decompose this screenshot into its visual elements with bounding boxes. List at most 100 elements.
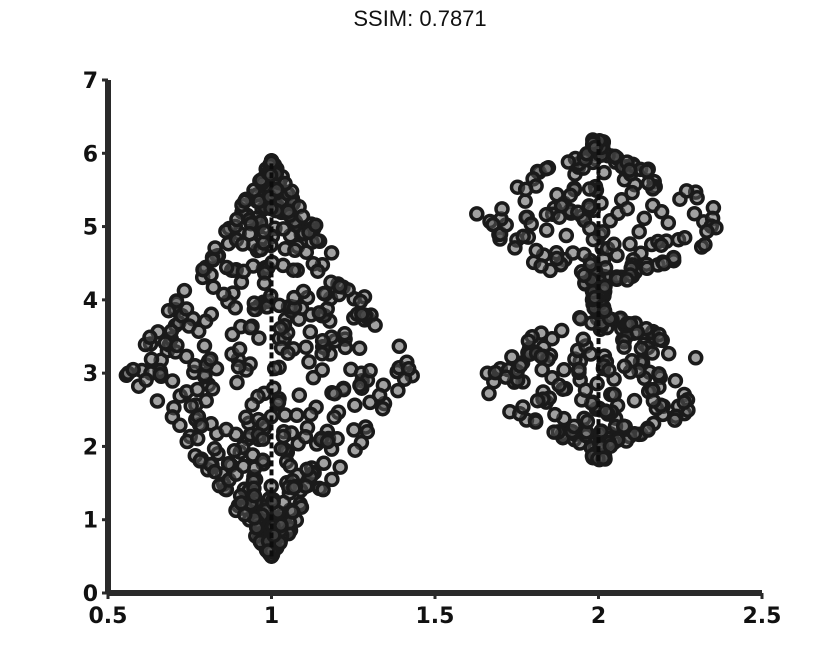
data-point [547,406,563,423]
data-point [639,260,655,277]
data-point [316,285,332,302]
data-point [553,197,570,214]
data-point [297,428,314,445]
data-point [494,201,510,217]
data-point [337,339,354,356]
data-point [529,392,546,409]
data-point [597,403,614,419]
data-point [272,320,289,337]
data-point [285,262,302,278]
x-tick-label: 0.5 [89,604,128,629]
data-point [294,208,311,225]
data-point [255,452,271,468]
data-point [636,210,653,227]
data-point [196,338,213,354]
data-point [207,463,223,480]
data-point [527,414,544,430]
data-point [699,223,715,240]
data-point [579,413,596,430]
data-point [656,255,672,272]
data-point [176,282,193,299]
data-point [238,409,254,426]
data-point [229,211,245,228]
data-point [374,400,391,417]
data-point [336,326,353,342]
data-point [164,373,181,389]
data-point [172,417,188,434]
y-tick-label: 2 [83,435,98,460]
data-point [299,461,315,478]
data-point [616,358,633,375]
data-point [553,322,570,339]
data-point [571,361,587,378]
data-point [241,225,258,242]
data-point [651,366,667,382]
data-point [227,300,243,316]
x-tick-label: 1.5 [416,604,455,629]
data-point [667,412,683,428]
data-point [229,374,245,391]
data-point [485,216,501,233]
data-point [697,236,713,253]
data-point [487,364,504,381]
data-point [237,193,253,209]
data-point [512,357,529,374]
data-point [138,372,154,388]
data-point [316,455,332,472]
data-point [597,278,613,295]
data-point [549,250,565,267]
data-point [189,430,206,447]
data-point [354,306,370,323]
data-point [190,323,207,340]
data-point [244,396,260,413]
data-point [624,184,640,201]
data-point [152,366,168,383]
data-point [582,346,599,362]
data-point [218,421,234,438]
data-point [282,458,299,474]
data-point [575,331,591,348]
x-tick-label: 1 [264,604,279,629]
data-point [202,351,219,367]
y-tick-label: 5 [83,216,98,241]
data-point [301,354,317,370]
data-point [286,480,302,496]
data-point [291,387,308,403]
data-point [246,488,263,504]
data-point [538,160,555,177]
data-point [192,453,208,469]
data-point [189,381,206,398]
data-point [629,324,646,340]
data-point [246,295,263,311]
data-point [224,326,241,343]
data-point [226,442,243,459]
data-point [653,237,670,253]
data-point [237,507,253,523]
data-point [235,458,252,474]
data-point [517,181,534,198]
data-point [285,504,301,520]
data-point [687,350,704,366]
data-point [310,263,326,279]
data-point [231,341,248,357]
data-point [626,392,643,409]
data-point [218,259,235,276]
data-point [275,221,292,237]
y-tick-label: 7 [83,69,98,94]
data-point [311,305,328,321]
data-point [352,377,368,394]
data-point [230,359,247,375]
data-point [533,348,549,365]
data-point [351,340,368,357]
data-point [544,330,560,347]
data-point [347,397,363,413]
data-point [326,385,343,402]
data-point [198,393,214,409]
data-point [307,217,324,233]
data-point [302,406,319,423]
data-point [160,302,177,319]
data-point [323,245,340,261]
data-point [235,236,251,252]
data-point [660,345,677,362]
data-point [581,181,598,197]
